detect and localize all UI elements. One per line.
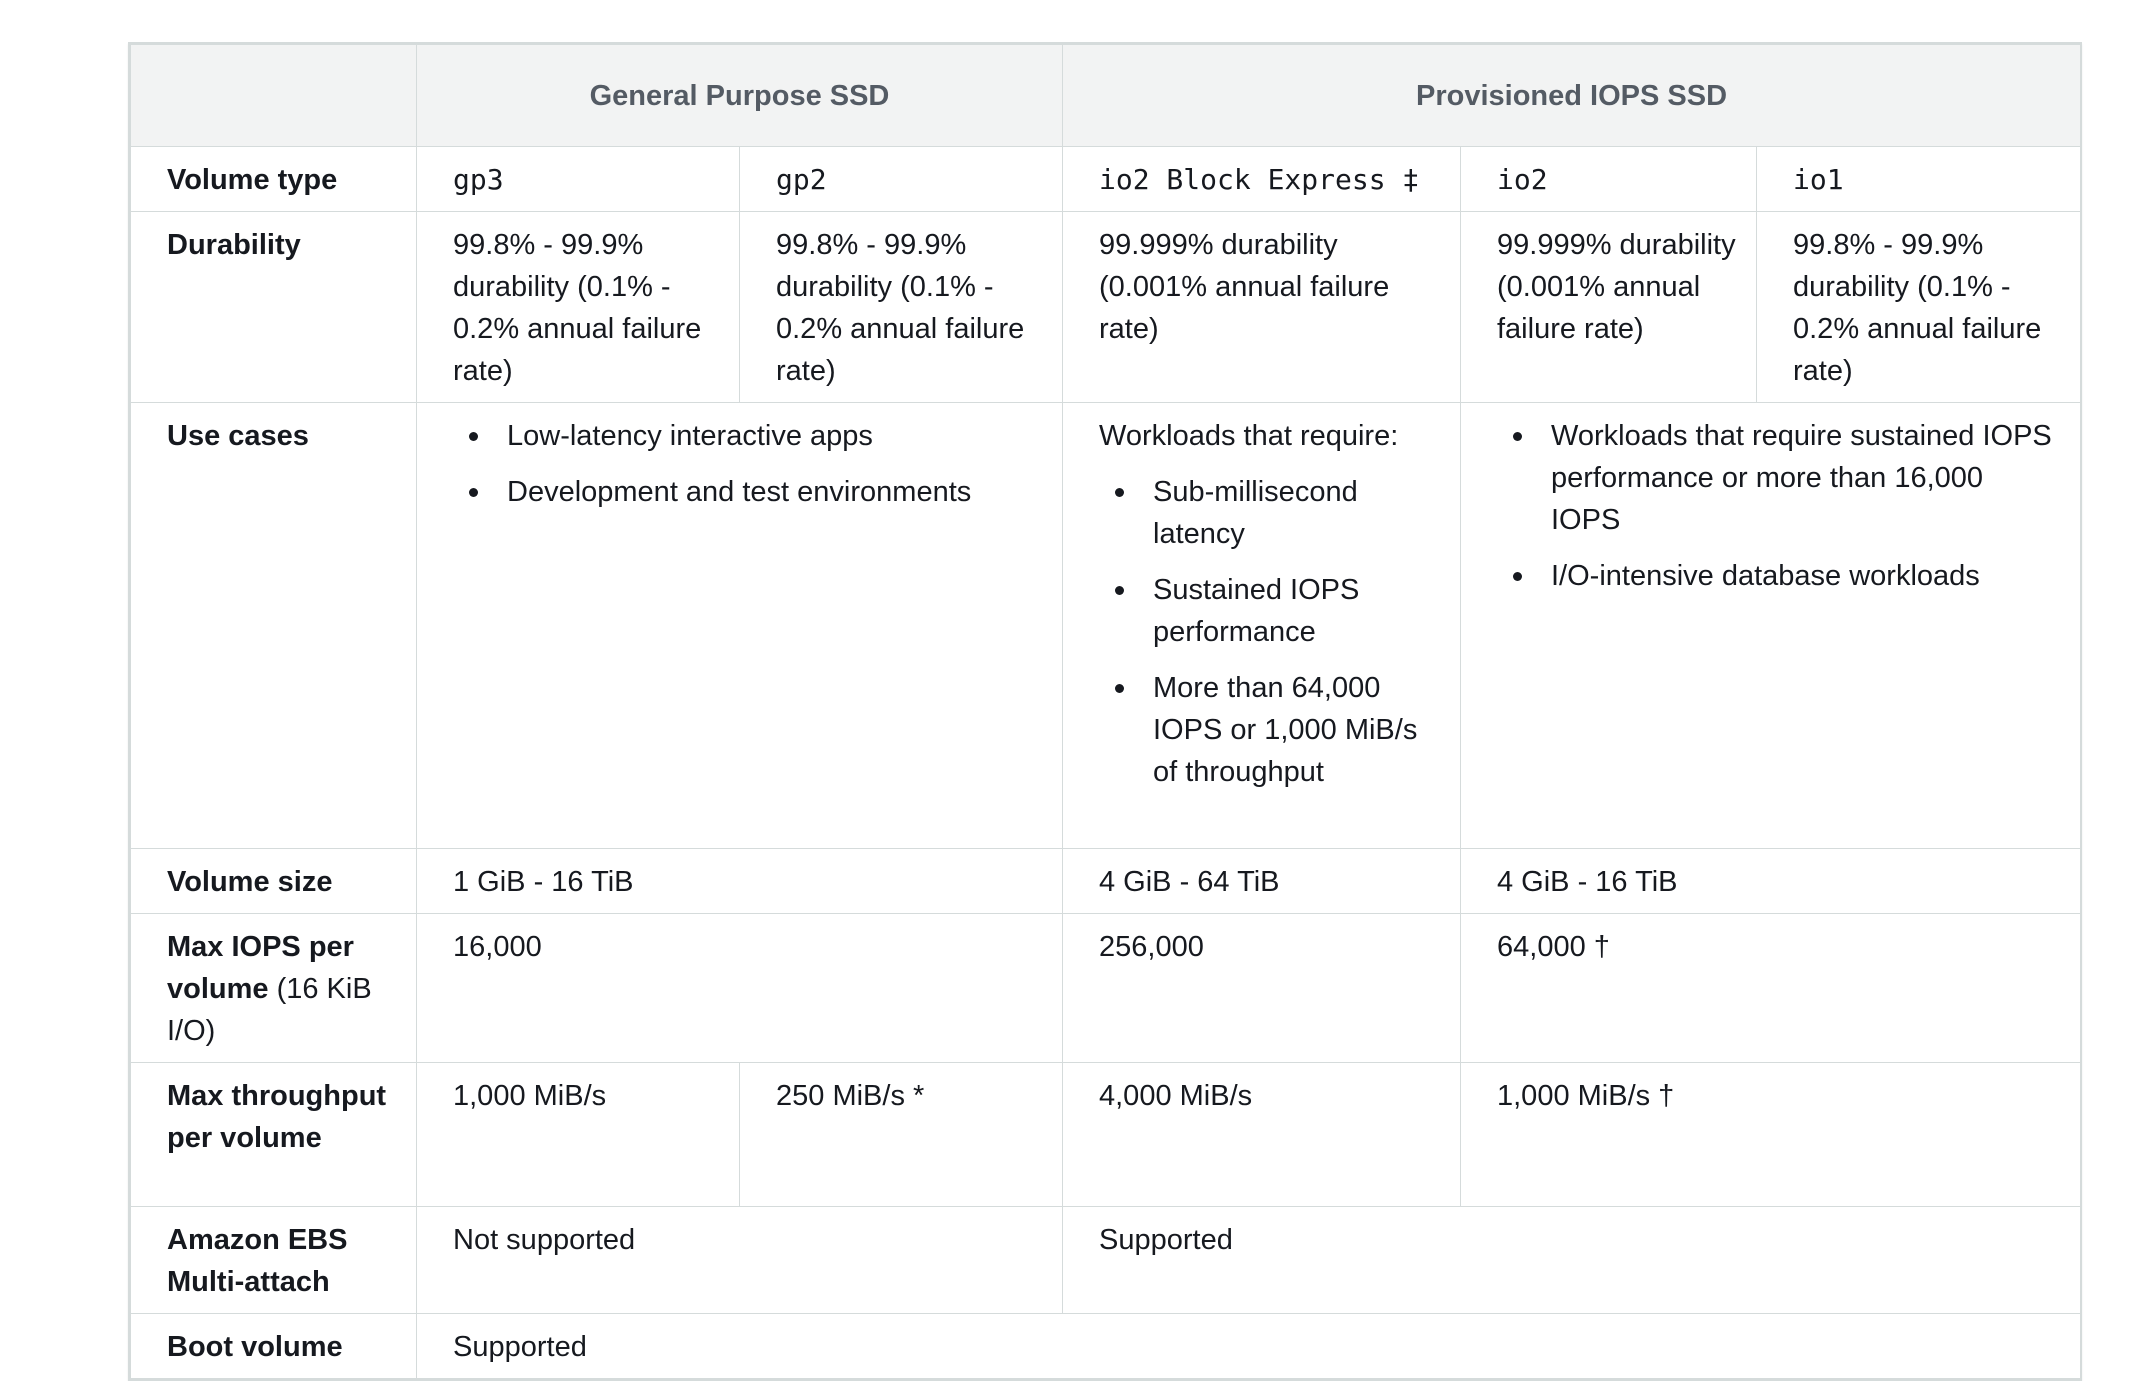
use-cases-intro-text: Workloads that require: — [1099, 420, 1399, 452]
cell-max-throughput-io2-io1: 1,000 MiB/s † — [1460, 1062, 2081, 1207]
cell-durability-io2: 99.999% durability (0.001% annual failur… — [1460, 211, 1757, 403]
row-label-max-iops-note: (16 KiB I/O) — [167, 973, 372, 1047]
cell-max-iops-io2-block-express: 256,000 — [1062, 913, 1461, 1063]
list-item: I/O-intensive database workloads — [1497, 555, 2060, 597]
table-row-volume-type: Volume type gp3 gp2 io2 Block Express ‡ … — [130, 146, 2081, 212]
row-label-volume-size: Volume size — [130, 848, 417, 914]
group-header-row: General Purpose SSD Provisioned IOPS SSD — [130, 44, 2081, 147]
cell-volume-type-io2: io2 — [1460, 146, 1757, 212]
cell-max-throughput-io2-block-express: 4,000 MiB/s — [1062, 1062, 1461, 1207]
table-row-multi-attach: Amazon EBS Multi-attach Not supported Su… — [130, 1206, 2081, 1314]
row-label-max-iops: Max IOPS per volume (16 KiB I/O) — [130, 913, 417, 1063]
list-item: Low-latency interactive apps — [453, 415, 1042, 457]
row-label-boot-volume: Boot volume — [130, 1313, 417, 1379]
row-label-use-cases: Use cases — [130, 402, 417, 849]
table-row-boot-volume: Boot volume Supported — [130, 1313, 2081, 1379]
cell-max-throughput-gp3: 1,000 MiB/s — [416, 1062, 740, 1207]
table-row-use-cases: Use cases Low-latency interactive apps D… — [130, 402, 2081, 849]
use-cases-general-purpose-list: Low-latency interactive apps Development… — [453, 415, 1042, 513]
cell-max-iops-io2-io1: 64,000 † — [1460, 913, 2081, 1063]
use-cases-io2-block-express-list: Sub-millisecond latency Sustained IOPS p… — [1099, 471, 1440, 793]
cell-use-cases-general-purpose: Low-latency interactive apps Development… — [416, 402, 1063, 849]
header-general-purpose-ssd: General Purpose SSD — [416, 44, 1063, 147]
cell-use-cases-io2-io1: Workloads that require sustained IOPS pe… — [1460, 402, 2081, 849]
cell-use-cases-io2-block-express: Workloads that require: Sub-millisecond … — [1062, 402, 1461, 849]
ebs-volume-comparison-table: General Purpose SSD Provisioned IOPS SSD… — [128, 42, 2082, 1381]
list-item: Sustained IOPS performance — [1099, 569, 1440, 653]
cell-durability-gp2: 99.8% - 99.9% durability (0.1% - 0.2% an… — [739, 211, 1063, 403]
cell-max-throughput-gp2: 250 MiB/s * — [739, 1062, 1063, 1207]
cell-durability-io2-block-express: 99.999% durability (0.001% annual failur… — [1062, 211, 1461, 403]
cell-volume-size-io2-io1: 4 GiB - 16 TiB — [1460, 848, 2081, 914]
cell-volume-type-io1: io1 — [1756, 146, 2081, 212]
row-label-durability: Durability — [130, 211, 417, 403]
cell-volume-size-general-purpose: 1 GiB - 16 TiB — [416, 848, 1063, 914]
list-item: Workloads that require sustained IOPS pe… — [1497, 415, 2060, 541]
cell-volume-type-io2-block-express: io2 Block Express ‡ — [1062, 146, 1461, 212]
row-label-max-throughput: Max throughput per volume — [130, 1062, 417, 1207]
cell-multi-attach-provisioned-iops: Supported — [1062, 1206, 2081, 1314]
row-label-multi-attach: Amazon EBS Multi-attach — [130, 1206, 417, 1314]
cell-volume-type-gp3: gp3 — [416, 146, 740, 212]
row-label-max-iops-bold: Max IOPS per volume — [167, 931, 354, 1005]
header-corner-cell — [130, 44, 417, 147]
use-cases-io2-io1-list: Workloads that require sustained IOPS pe… — [1497, 415, 2060, 597]
list-item: Sub-millisecond latency — [1099, 471, 1440, 555]
cell-durability-io1: 99.8% - 99.9% durability (0.1% - 0.2% an… — [1756, 211, 2081, 403]
row-label-volume-type: Volume type — [130, 146, 417, 212]
cell-volume-size-io2-block-express: 4 GiB - 64 TiB — [1062, 848, 1461, 914]
header-provisioned-iops-ssd: Provisioned IOPS SSD — [1062, 44, 2081, 147]
cell-volume-type-gp2: gp2 — [739, 146, 1063, 212]
list-item: Development and test environments — [453, 471, 1042, 513]
cell-boot-volume-all: Supported — [416, 1313, 2081, 1379]
comparison-table: General Purpose SSD Provisioned IOPS SSD… — [130, 44, 2081, 1379]
cell-max-iops-general-purpose: 16,000 — [416, 913, 1063, 1063]
table-row-volume-size: Volume size 1 GiB - 16 TiB 4 GiB - 64 Ti… — [130, 848, 2081, 914]
cell-multi-attach-general-purpose: Not supported — [416, 1206, 1063, 1314]
cell-durability-gp3: 99.8% - 99.9% durability (0.1% - 0.2% an… — [416, 211, 740, 403]
list-item: More than 64,000 IOPS or 1,000 MiB/s of … — [1099, 667, 1440, 793]
table-row-max-throughput: Max throughput per volume 1,000 MiB/s 25… — [130, 1062, 2081, 1207]
table-row-max-iops: Max IOPS per volume (16 KiB I/O) 16,000 … — [130, 913, 2081, 1063]
table-row-durability: Durability 99.8% - 99.9% durability (0.1… — [130, 211, 2081, 403]
